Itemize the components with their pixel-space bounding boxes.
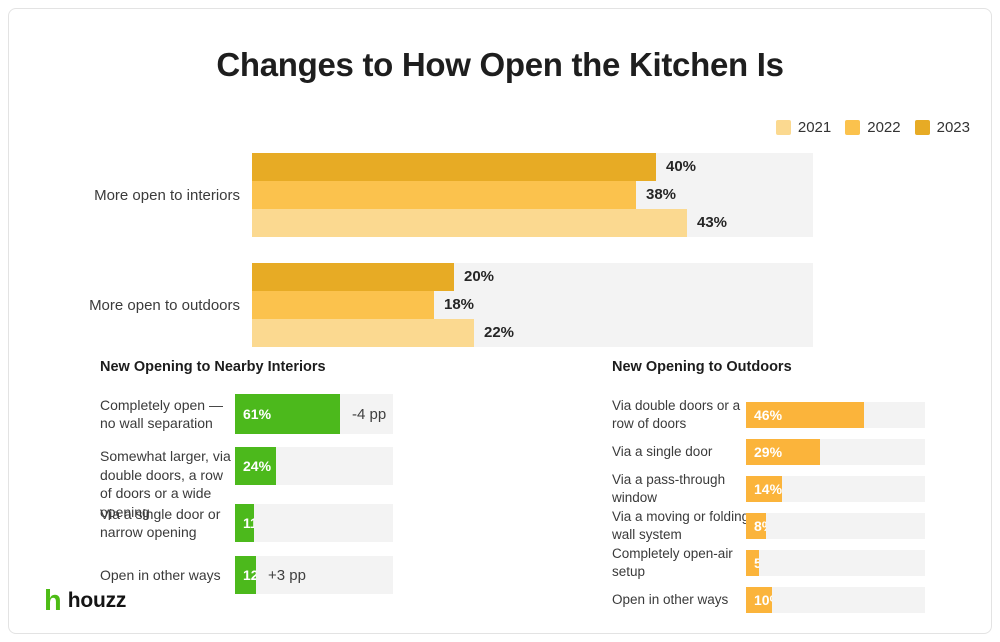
- section-title-interiors: New Opening to Nearby Interiors: [100, 359, 326, 375]
- bar-2022: [252, 291, 434, 319]
- bar-value: 14%: [746, 476, 782, 502]
- legend-label: 2021: [797, 119, 832, 136]
- pp-annotation: -4 pp: [352, 405, 387, 423]
- row-label: Via double doors or a row of doors: [612, 397, 741, 432]
- value-label: 40%: [666, 158, 697, 175]
- bar-value: 11%: [235, 504, 254, 542]
- bar-value: 12%: [235, 556, 256, 594]
- row-label: Via a single door: [612, 443, 713, 459]
- section-title-outdoors: New Opening to Outdoors: [612, 359, 792, 375]
- bar-value: 46%: [746, 402, 864, 428]
- page-title: Changes to How Open the Kitchen Is: [216, 46, 784, 83]
- bar-track: [235, 556, 393, 594]
- houzz-logo-text: houzz: [67, 589, 127, 612]
- row-label: Via a single door or narrow opening: [100, 505, 221, 541]
- value-label: 20%: [464, 268, 495, 285]
- legend-swatch-2023: [914, 120, 930, 135]
- legend-item-2022: 2022: [845, 119, 901, 136]
- legend-label: 2022: [867, 119, 901, 136]
- value-label: 38%: [646, 186, 677, 203]
- bar-track: [746, 550, 925, 576]
- houzz-logo: h houzz: [44, 585, 127, 617]
- row-label: Via a pass-through window: [612, 471, 726, 506]
- value-label: 18%: [444, 296, 475, 313]
- bar-track: [746, 587, 925, 613]
- bar-value: 8%: [746, 513, 766, 539]
- legend: 2021 2022 2023: [775, 119, 970, 136]
- row-label: Somewhat larger, via double doors, a row…: [100, 448, 231, 520]
- row-label: Open in other ways: [100, 566, 221, 583]
- row-label: Via a moving or folding wall system: [612, 508, 750, 543]
- pp-annotation: +3 pp: [268, 566, 306, 584]
- bar-2021: [252, 209, 687, 237]
- bar-2022: [252, 181, 636, 209]
- category-label-0: More open to interiors: [94, 186, 240, 204]
- bar-track: [235, 504, 393, 542]
- bar-value: 5%: [746, 550, 759, 576]
- legend-swatch-2021: [775, 120, 791, 135]
- bar-track: [746, 513, 925, 539]
- legend-label: 2023: [936, 119, 970, 136]
- bar-2021: [252, 319, 474, 347]
- bar-value: 24%: [235, 447, 276, 485]
- legend-swatch-2022: [845, 120, 861, 135]
- legend-item-2021: 2021: [775, 119, 832, 136]
- bar-value: 61%: [235, 394, 340, 434]
- legend-item-2023: 2023: [914, 119, 970, 136]
- houzz-h-icon: h: [44, 585, 62, 617]
- bar-2023: [252, 263, 454, 291]
- bar-2023: [252, 153, 656, 181]
- bar-value: 29%: [746, 439, 820, 465]
- row-label: Open in other ways: [612, 591, 729, 607]
- category-label-1: More open to outdoors: [89, 296, 240, 314]
- bar-value: 10%: [746, 587, 772, 613]
- row-label: Completely open-air setup: [612, 545, 733, 580]
- value-label: 43%: [697, 214, 728, 231]
- value-label: 22%: [484, 324, 515, 341]
- row-label: Completely open — no wall separation: [100, 396, 223, 432]
